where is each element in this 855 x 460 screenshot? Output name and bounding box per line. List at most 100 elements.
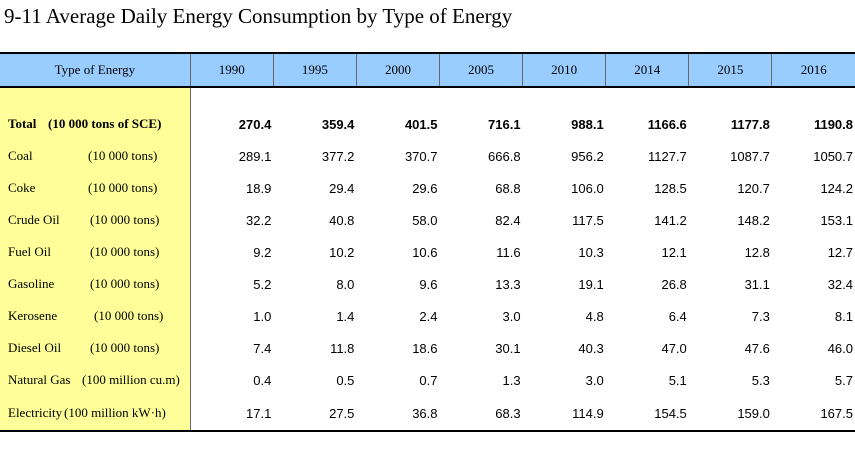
energy-unit: (10 000 tons) (90, 244, 160, 259)
row-label: Kerosene (10 000 tons) (0, 300, 191, 332)
table-cell-value: 82.4 (495, 212, 521, 228)
page-title: 9-11 Average Daily Energy Consumption by… (4, 4, 513, 28)
table-cell-value: 289.1 (238, 148, 272, 164)
table-cell-value: 167.5 (771, 396, 855, 432)
table-cell-value: 11.8 (330, 340, 355, 356)
table-cell-value: 154.5 (605, 396, 689, 432)
table-cell-value: 1.4 (336, 308, 355, 324)
energy-unit: (10 000 tons of SCE) (48, 116, 162, 131)
table-cell-value: 1087.7 (730, 148, 770, 164)
table-cell-value: 5.7 (834, 372, 853, 388)
table-cell-value: 13.3 (495, 276, 521, 292)
table-cell-value: 30.1 (495, 340, 521, 356)
table-cell-value: 114.9 (522, 396, 606, 432)
energy-type-name: Kerosene (8, 308, 58, 323)
table-cell-value: 32.4 (827, 276, 853, 292)
row-label: Natural Gas (100 million cu.m) (0, 364, 191, 396)
table-cell-value: 1050.7 (813, 148, 853, 164)
table-cell-value: 1127.7 (647, 148, 687, 164)
energy-type-name: Natural Gas (8, 372, 71, 387)
table-cell-value: 716.1 (488, 116, 521, 132)
energy-type-name: Coal (8, 148, 33, 163)
table-row: Fuel Oil (10 000 tons) 9.2 10.2 10.6 11.6 10.3… (0, 236, 855, 268)
table-cell-value: 4.8 (585, 308, 604, 324)
table-cell-value: 7.4 (253, 340, 272, 356)
table-cell-value: 27.5 (273, 396, 357, 432)
row-label: Electricity (100 million kW·h) (0, 396, 191, 432)
row-label: Crude Oil (10 000 tons) (0, 204, 191, 236)
table-cell-value: 956.2 (571, 148, 604, 164)
spacer-row (0, 87, 855, 108)
table-row: Diesel Oil (10 000 tons) 7.4 11.8 18.6 30.1 40… (0, 332, 855, 364)
table-cell-value: 3.0 (502, 308, 521, 324)
energy-type-name: Crude Oil (8, 212, 60, 227)
table-cell-value: 8.1 (834, 308, 853, 324)
table-cell-value: 128.5 (654, 180, 687, 196)
column-header-year: 2005 (438, 52, 523, 88)
energy-unit: (10 000 tons) (88, 180, 158, 195)
table-cell-value: 1166.6 (647, 116, 687, 132)
column-header-year: 2015 (688, 52, 772, 88)
table-cell-value: 5.3 (751, 372, 770, 388)
table-cell-value: 359.4 (321, 116, 355, 132)
column-header-year: 2014 (605, 52, 689, 88)
column-header-type: Type of Energy (0, 52, 191, 88)
energy-type-name: Gasoline (8, 276, 55, 291)
table-cell-value: 1177.8 (730, 116, 770, 132)
energy-unit: (100 million kW·h) (64, 405, 166, 420)
energy-unit: (10 000 tons) (88, 148, 158, 163)
table-cell-value: 0.4 (253, 372, 272, 388)
table-cell-value: 117.5 (572, 212, 604, 228)
table-cell-value: 10.2 (329, 244, 355, 260)
row-label: Fuel Oil (10 000 tons) (0, 236, 191, 268)
table-cell-value: 12.1 (661, 244, 687, 260)
table-cell-value: 666.8 (488, 148, 521, 164)
row-label: Diesel Oil (10 000 tons) (0, 332, 191, 364)
table-cell-value: 18.6 (412, 340, 438, 356)
table-cell-value: 7.3 (751, 308, 770, 324)
table-row: Gasoline (10 000 tons) 5.2 8.0 9.6 13.3 19.1 26… (0, 268, 855, 300)
energy-type-name: Electricity (8, 405, 63, 420)
table-cell-value: 377.2 (321, 148, 355, 164)
row-label: Gasoline (10 000 tons) (0, 268, 191, 300)
table-cell-value: 12.7 (827, 244, 853, 260)
table-cell-value: 141.2 (654, 212, 687, 228)
column-header-year: 2000 (355, 52, 440, 88)
row-label: Coke (10 000 tons) (0, 172, 191, 204)
table-cell-value: 40.8 (329, 212, 355, 228)
energy-unit: (10 000 tons) (90, 212, 160, 227)
energy-unit: (10 000 tons) (94, 308, 164, 323)
table-cell-value: 47.6 (744, 340, 770, 356)
table-cell-value: 47.0 (661, 340, 687, 356)
table-cell-value: 401.5 (404, 116, 438, 132)
table-cell-value: 5.1 (668, 372, 687, 388)
table-cell-value: 32.2 (246, 212, 272, 228)
table-row: Total (10 000 tons of SCE) 270.4 359.4 401.5… (0, 108, 855, 140)
table-cell-value: 1.0 (253, 308, 272, 324)
row-label: Total (10 000 tons of SCE) (0, 108, 191, 140)
table-cell-value: 29.4 (329, 180, 355, 196)
table-cell-value: 1190.8 (813, 116, 853, 132)
table-cell-value: 68.3 (439, 396, 523, 432)
header-row: Type of Energy 1990 1995 2000 2005 2010 2014 2… (0, 52, 855, 88)
table-cell-value: 12.8 (744, 244, 770, 260)
table-cell-value: 26.8 (661, 276, 687, 292)
energy-type-name: Coke (8, 180, 36, 195)
table-row: Crude Oil (10 000 tons) 32.2 40.8 58.0 82.4 11… (0, 204, 855, 236)
table-cell-value: 6.4 (668, 308, 687, 324)
table-cell-value: 270.4 (238, 116, 272, 132)
table-cell-value: 40.3 (578, 340, 604, 356)
column-header-year: 1990 (189, 52, 274, 88)
energy-unit: (10 000 tons) (90, 276, 160, 291)
table-cell-value: 0.5 (336, 372, 355, 388)
table-cell-value: 9.2 (253, 244, 272, 260)
table-cell-value: 159.0 (688, 396, 772, 432)
table-row: Electricity (100 million kW·h) 17.1 27.5 36.… (0, 396, 855, 432)
table-cell-value: 31.1 (744, 276, 770, 292)
column-header-year: 2016 (771, 52, 855, 88)
table-cell-value: 10.6 (412, 244, 438, 260)
energy-unit: (100 million cu.m) (82, 372, 180, 387)
column-header-year: 2010 (522, 52, 606, 88)
table-cell-value: 2.4 (419, 308, 438, 324)
row-label: Coal (10 000 tons) (0, 140, 191, 172)
